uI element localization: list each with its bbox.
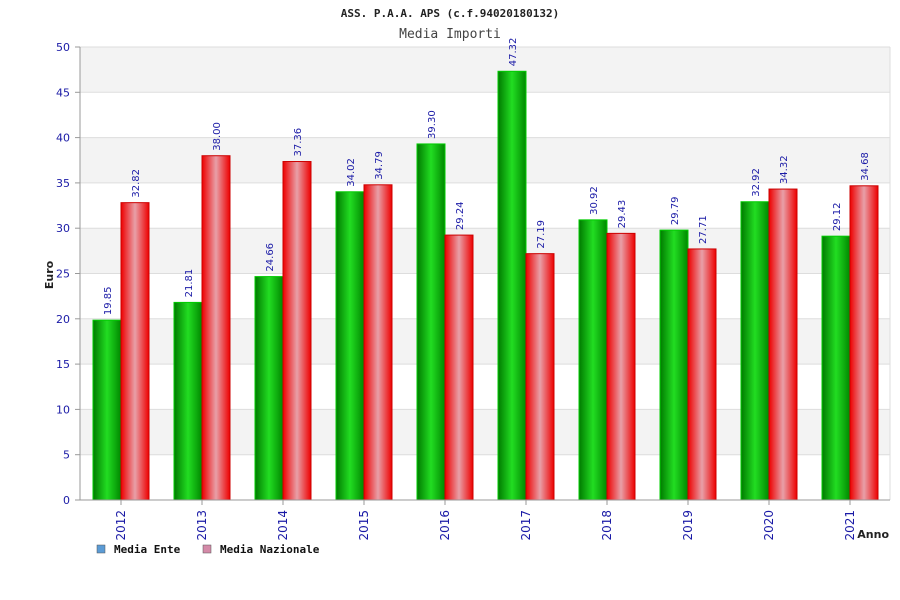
data-label: 21.81 — [184, 269, 195, 298]
x-tick-label: 2012 — [114, 510, 128, 541]
data-label: 29.43 — [617, 200, 628, 229]
y-tick-label: 25 — [56, 268, 70, 281]
data-label: 19.85 — [103, 287, 114, 316]
x-tick-label: 2021 — [843, 510, 857, 541]
data-label: 27.71 — [698, 215, 709, 244]
bar-media-ente-2020 — [740, 201, 770, 501]
y-tick-label: 50 — [56, 41, 70, 54]
data-label: 34.79 — [374, 151, 385, 180]
data-label: 37.36 — [293, 128, 304, 157]
bar-media-nazionale-2018 — [606, 232, 636, 501]
data-label: 32.92 — [751, 168, 762, 197]
data-label: 29.24 — [455, 201, 466, 230]
bar-media-nazionale-2021 — [849, 185, 879, 501]
bar-media-nazionale-2020 — [768, 188, 798, 501]
y-axis-label: Euro — [43, 260, 56, 289]
bar-media-nazionale-2015 — [363, 184, 393, 501]
bar-media-ente-2021 — [821, 235, 851, 501]
y-axis: 0 5 10 15 20 25 30 35 40 45 50 — [56, 41, 891, 507]
legend-label: Media Nazionale — [220, 543, 320, 556]
data-label: 29.12 — [832, 203, 843, 232]
bar-media-ente-2014 — [254, 276, 284, 501]
y-tick-label: 15 — [56, 358, 70, 371]
bar-media-ente-2012 — [92, 319, 122, 501]
y-tick-label: 20 — [56, 313, 70, 326]
data-label: 29.79 — [670, 196, 681, 225]
bar-media-ente-2018 — [578, 219, 608, 501]
x-axis-label: Anno — [857, 528, 889, 541]
y-tick-label: 45 — [56, 86, 70, 99]
x-tick-label: 2013 — [195, 510, 209, 541]
plot-band — [80, 92, 890, 138]
data-label: 34.02 — [346, 158, 357, 187]
plot-band — [80, 47, 890, 93]
data-label: 47.32 — [508, 38, 519, 67]
bar-media-ente-2015 — [335, 191, 365, 501]
bar-media-nazionale-2012 — [120, 202, 150, 501]
bars: 19.85 32.82 21.81 38.00 24.66 37.36 34.02 34.79… — [92, 38, 879, 501]
x-tick-label: 2018 — [600, 510, 614, 541]
data-label: 24.66 — [265, 243, 276, 272]
legend-label: Media Ente — [114, 543, 181, 556]
bar-media-nazionale-2014 — [282, 161, 312, 501]
y-tick-label: 10 — [56, 403, 70, 416]
x-axis: 2012 2013 2014 2015 2016 2017 2018 2019 2020 2021 — [80, 499, 890, 541]
bar-media-nazionale-2019 — [687, 248, 717, 501]
y-tick-label: 0 — [63, 494, 70, 507]
bar-media-ente-2019 — [659, 229, 689, 501]
x-tick-label: 2019 — [681, 510, 695, 541]
bar-media-nazionale-2013 — [201, 155, 231, 501]
data-label: 34.68 — [860, 152, 871, 181]
y-tick-label: 40 — [56, 132, 70, 145]
bar-media-nazionale-2017 — [525, 253, 555, 501]
bar-media-ente-2013 — [173, 301, 203, 501]
legend: Media Ente Media Nazionale — [96, 543, 320, 556]
x-tick-label: 2015 — [357, 510, 371, 541]
x-tick-label: 2017 — [519, 510, 533, 541]
bar-media-ente-2016 — [416, 143, 446, 501]
x-tick-label: 2016 — [438, 510, 452, 541]
y-tick-label: 30 — [56, 222, 70, 235]
data-label: 27.19 — [536, 220, 547, 249]
bar-media-nazionale-2016 — [444, 234, 474, 501]
data-label: 38.00 — [212, 122, 223, 151]
y-tick-label: 35 — [56, 177, 70, 190]
chart-subtitle: Media Importi — [399, 27, 501, 42]
x-tick-label: 2020 — [762, 510, 776, 541]
data-label: 30.92 — [589, 186, 600, 215]
data-label: 32.82 — [131, 169, 142, 198]
legend-swatch — [96, 544, 106, 554]
data-label: 39.30 — [427, 110, 438, 139]
legend-swatch — [202, 544, 212, 554]
bar-media-ente-2017 — [497, 70, 527, 501]
data-label: 34.32 — [779, 155, 790, 184]
y-tick-label: 5 — [63, 449, 70, 462]
chart-title: ASS. P.A.A. APS (c.f.94020180132) — [341, 7, 560, 20]
x-tick-label: 2014 — [276, 510, 290, 541]
